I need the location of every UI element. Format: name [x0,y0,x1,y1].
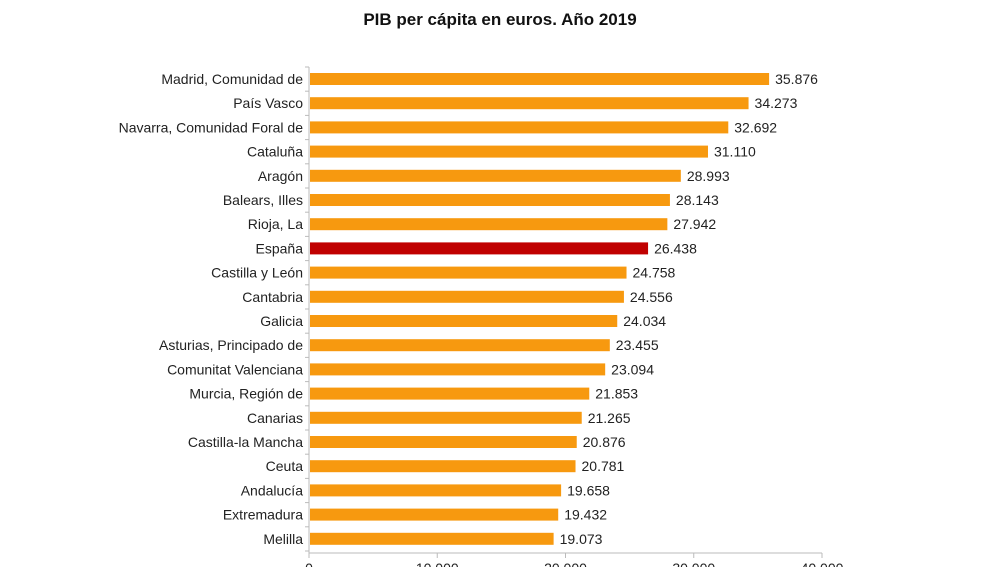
data-label: 32.692 [734,119,777,135]
x-tick-label: 10.000 [416,560,459,567]
category-label: Balears, Illes [223,192,303,208]
data-label: 31.110 [714,144,756,160]
category-label: País Vasco [233,95,303,111]
category-label: Ceuta [266,458,304,474]
data-label: 28.143 [676,192,719,208]
data-label: 23.094 [611,361,654,377]
x-tick-label: 40.000 [801,560,844,567]
data-label: 26.438 [654,240,697,256]
bar [310,73,770,85]
category-label: Andalucía [241,482,303,498]
bar [310,145,708,158]
category-label: Melilla [263,531,303,547]
data-label: 35.876 [775,71,818,87]
data-label: 28.993 [687,168,730,184]
bar [310,121,729,134]
category-label: Castilla y León [211,265,303,281]
bar [310,242,649,255]
bar [310,508,559,521]
category-label: Comunitat Valenciana [167,361,303,377]
category-label: Galicia [260,313,303,329]
bar [310,97,749,110]
data-label: 24.758 [633,265,676,281]
bar [310,339,610,352]
bar [310,411,582,424]
x-tick-label: 30.000 [672,560,715,567]
bar [310,315,618,327]
category-label: Canarias [247,410,303,426]
category-label: Asturias, Principado de [159,337,303,353]
category-label: España [256,240,304,256]
chart-title: PIB per cápita en euros. Año 2019 [363,10,637,29]
bar [310,194,670,206]
category-label: Navarra, Comunidad Foral de [119,119,304,135]
data-label: 20.781 [582,458,625,474]
data-label: 19.658 [567,482,610,498]
category-label: Murcia, Región de [189,386,303,402]
data-label: 24.556 [630,289,673,305]
bar [310,460,576,473]
category-label: Castilla-la Mancha [188,434,303,450]
bar [310,436,577,448]
data-label: 19.073 [560,531,603,547]
data-label: 27.942 [673,216,716,232]
data-label: 23.455 [616,337,659,353]
bar [310,218,668,231]
category-label: Madrid, Comunidad de [161,71,303,87]
data-label: 21.853 [595,386,638,402]
x-tick-label: 0 [305,560,313,567]
x-tick-label: 20.000 [544,560,587,567]
category-label: Extremadura [223,507,303,523]
bar [310,363,606,376]
bar [310,387,590,400]
data-label: 19.432 [564,507,607,523]
bar [310,484,562,497]
category-label: Rioja, La [248,216,303,232]
bar [310,266,627,279]
data-label: 20.876 [583,434,626,450]
category-label: Cantabria [242,289,303,305]
data-label: 21.265 [588,410,631,426]
bar [310,532,554,545]
bar [310,169,681,182]
bar [310,290,624,303]
category-label: Cataluña [247,144,303,160]
data-label: 24.034 [623,313,666,329]
data-label: 34.273 [755,95,798,111]
category-label: Aragón [258,168,303,184]
